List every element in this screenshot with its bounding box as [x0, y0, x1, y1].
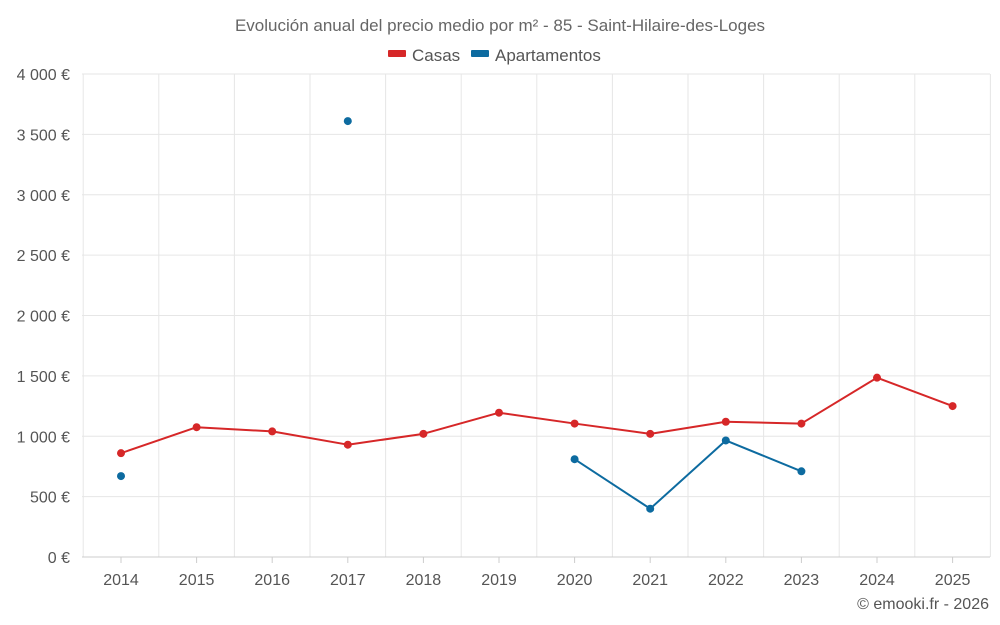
data-point-apartamentos-2020[interactable]: [570, 455, 579, 464]
x-tick-label: 2024: [859, 572, 895, 589]
grid: [82, 73, 991, 557]
y-tick-label: 500 €: [30, 490, 70, 507]
y-tick-label: 4 000 €: [17, 67, 70, 84]
data-point-casas-2025[interactable]: [948, 402, 957, 411]
x-tick-label: 2016: [254, 572, 290, 589]
data-point-casas-2022[interactable]: [721, 417, 730, 426]
data-point-casas-2017[interactable]: [343, 440, 352, 449]
x-tick-label: 2017: [330, 572, 366, 589]
data-point-casas-2019[interactable]: [495, 408, 503, 417]
data-point-apartamentos-2022[interactable]: [721, 436, 730, 445]
data-point-apartamentos-2023[interactable]: [797, 467, 806, 476]
legend-item-apartamentos[interactable]: Apartamentos: [471, 46, 601, 65]
data-point-apartamentos-2014[interactable]: [117, 472, 125, 481]
data-point-apartamentos-2017[interactable]: [343, 117, 352, 126]
legend-label-casas: Casas: [412, 46, 460, 65]
x-tick-label: 2025: [935, 572, 971, 589]
legend-item-casas[interactable]: Casas: [388, 46, 460, 65]
legend-swatch-apartamentos: [471, 50, 489, 57]
x-tick-label: 2019: [481, 572, 517, 589]
legend-swatch-casas: [388, 50, 406, 57]
x-tick-label: 2021: [632, 572, 668, 589]
data-point-casas-2024[interactable]: [873, 373, 881, 382]
y-tick-label: 3 000 €: [17, 188, 70, 205]
x-tick-label: 2018: [406, 572, 442, 589]
data-point-casas-2014[interactable]: [117, 449, 125, 458]
data-point-casas-2021[interactable]: [646, 429, 655, 438]
legend[interactable]: Casas Apartamentos: [388, 46, 601, 65]
y-tick-label: 1 500 €: [17, 369, 70, 386]
data-point-casas-2016[interactable]: [268, 427, 277, 436]
data-point-apartamentos-2021[interactable]: [646, 504, 655, 513]
y-tick-label: 3 500 €: [17, 127, 70, 144]
x-tick-label: 2014: [103, 572, 139, 589]
y-tick-label: 1 000 €: [17, 429, 70, 446]
y-tick-label: 2 500 €: [17, 248, 70, 265]
x-tick-label: 2022: [708, 572, 744, 589]
credit-text: © emooki.fr - 2026: [857, 596, 989, 613]
y-tick-label: 0 €: [48, 550, 70, 567]
data-point-casas-2023[interactable]: [797, 419, 806, 428]
y-tick-label: 2 000 €: [17, 309, 70, 326]
data-point-casas-2015[interactable]: [192, 423, 201, 432]
x-tick-label: 2020: [557, 572, 593, 589]
chart-title: Evolución anual del precio medio por m² …: [235, 16, 765, 35]
x-tick-label: 2015: [179, 572, 215, 589]
series-apartamentos: [117, 117, 806, 513]
legend-label-apartamentos: Apartamentos: [495, 46, 601, 65]
x-tick-label: 2023: [784, 572, 820, 589]
series-line-apartamentos: [574, 439, 802, 510]
data-point-casas-2018[interactable]: [419, 429, 428, 438]
series-line-casas: [120, 376, 953, 455]
data-point-casas-2020[interactable]: [570, 419, 579, 428]
series-layer: [117, 117, 957, 513]
series-casas: [117, 373, 957, 458]
axes: 0 € 500 € 1 000 € 1 500 € 2 000 € 2 500 € 3 00…: [17, 67, 990, 589]
